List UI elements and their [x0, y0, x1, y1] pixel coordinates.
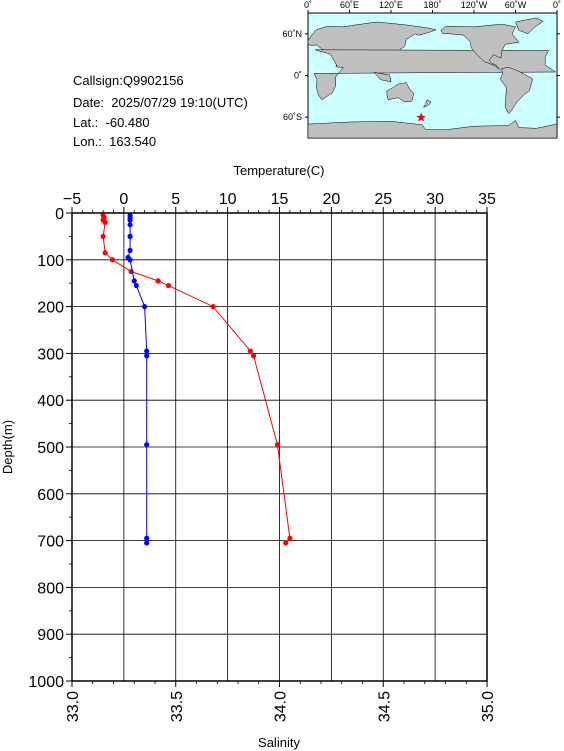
map-lat-tick-label: 0˚	[294, 71, 302, 81]
temperature-tick-label: 10	[219, 191, 237, 208]
map-land	[307, 17, 558, 139]
temperature-profile-line	[102, 215, 291, 544]
land-mass-3	[422, 99, 432, 108]
salinity-tick-label: 34.0	[273, 691, 290, 722]
map-lon-tick-label: 60˚W	[505, 0, 527, 10]
temperature-tick-label: 20	[322, 191, 340, 208]
land-mass-5	[440, 23, 520, 70]
map-longitude-ticks: 0˚ 60˚E 120˚E 180˚ 120˚W 60˚W 0˚	[304, 0, 561, 13]
temperature-data-point	[101, 215, 107, 221]
temperature-data-point	[283, 540, 289, 546]
salinity-data-point	[133, 282, 139, 289]
salinity-data-point	[144, 353, 150, 359]
salinity-data-point	[127, 215, 133, 221]
depth-tick-label: 400	[37, 393, 64, 410]
salinity-data-point	[144, 348, 150, 354]
salinity-data-point	[127, 222, 133, 228]
temperature-data-point	[247, 348, 254, 354]
map-lon-tick-label: 0˚	[553, 0, 561, 10]
latitude-label: Lat.: -60.480	[73, 115, 150, 130]
salinity-data-point	[127, 247, 133, 254]
temperature-data-point	[165, 282, 172, 289]
salinity-data-point	[127, 217, 133, 223]
profile-location-marker	[416, 112, 426, 122]
salinity-tick-label: 33.0	[65, 691, 82, 722]
temperature-tick-label: 5	[171, 191, 180, 208]
temperature-data-point	[155, 278, 161, 284]
temperature-data-point	[102, 250, 108, 256]
temperature-tick-label: 25	[374, 191, 392, 208]
map-lat-tick-label: 60˚S	[283, 112, 302, 122]
temperature-data-point	[128, 268, 134, 275]
temperature-data-point	[274, 442, 281, 448]
depth-tick-label: 300	[37, 346, 64, 363]
salinity-tick-label: 33.5	[169, 691, 186, 722]
salinity-data-point	[127, 233, 133, 239]
depth-tick-label: 900	[37, 627, 64, 644]
temperature-tick-label: 35	[478, 191, 496, 208]
temperature-data-point	[102, 219, 108, 225]
temperature-data-point	[100, 233, 106, 239]
salinity-data-point	[144, 540, 150, 546]
depth-tick-label: 500	[37, 440, 64, 457]
temperature-data-point	[287, 535, 293, 541]
map-lon-tick-label: 120˚E	[379, 0, 403, 10]
depth-tick-label: 1000	[28, 674, 64, 691]
salinity-data-point	[144, 535, 150, 541]
salinity-data-point	[142, 304, 148, 310]
temperature-tick-label: −5	[63, 191, 81, 208]
depth-tick-label: 800	[37, 580, 64, 597]
land-mass-1	[313, 49, 557, 101]
salinity-tick-label: 34.5	[376, 691, 393, 722]
map-lon-tick-label: 180˚	[423, 0, 441, 10]
map-lon-tick-label: 120˚W	[461, 0, 488, 10]
depth-axis-title: Depth(m)	[0, 420, 15, 474]
profile-series	[100, 212, 293, 546]
salinity-data-point	[127, 212, 133, 218]
map-lon-tick-label: 0˚	[304, 0, 312, 10]
land-mass-6	[515, 17, 544, 35]
map-lon-tick-label: 60˚E	[340, 0, 359, 10]
temperature-data-point	[250, 353, 257, 359]
salinity-tick-label: 35.0	[480, 691, 497, 722]
salinity-axis: 33.0 33.5 34.0 34.5 35.0	[65, 681, 497, 722]
map-latitude-ticks: 60˚N 0˚ 60˚S	[282, 29, 560, 122]
salinity-data-point	[127, 257, 133, 263]
salinity-data-point	[144, 442, 150, 448]
temperature-data-point	[109, 257, 116, 263]
temperature-data-point	[100, 212, 106, 218]
date-label: Date: 2025/07/29 19:10(UTC)	[73, 95, 248, 110]
land-mass-7	[500, 66, 534, 115]
salinity-profile-line	[127, 215, 148, 543]
depth-tick-label: 700	[37, 534, 64, 551]
salinity-axis-title: Salinity	[258, 735, 300, 750]
location-map: 0˚ 60˚E 120˚E 180˚ 120˚W 60˚W 0˚ 60˚N 0˚ 60˚S	[282, 0, 561, 139]
temperature-axis-title: Temperature(C)	[233, 163, 324, 178]
chart-grid	[71, 212, 488, 682]
depth-tick-label: 600	[37, 487, 64, 504]
depth-axis: 0 100 200 300 400 500 600 700 800 900 1000	[28, 206, 72, 691]
land-mass-2	[386, 82, 415, 103]
salinity-data-point	[131, 278, 137, 284]
temperature-tick-label: 15	[271, 191, 289, 208]
depth-tick-label: 100	[37, 253, 64, 270]
temperature-tick-label: 30	[426, 191, 444, 208]
depth-tick-label: 0	[55, 206, 64, 223]
callsign-label: Callsign:Q9902156	[73, 73, 184, 88]
temperature-data-point	[210, 304, 216, 310]
temperature-data-point	[100, 217, 106, 223]
map-lat-tick-label: 60˚N	[282, 29, 302, 39]
temperature-tick-label: 0	[119, 191, 128, 208]
land-mass-8	[307, 120, 558, 139]
plot-frame	[71, 212, 488, 682]
depth-tick-label: 200	[37, 300, 64, 317]
temperature-axis: −5 0 5 10 15 20 25 30 35	[63, 191, 496, 213]
longitude-label: Lon.: 163.540	[73, 134, 157, 149]
salinity-data-point	[125, 254, 131, 261]
land-mass-4	[372, 71, 392, 83]
